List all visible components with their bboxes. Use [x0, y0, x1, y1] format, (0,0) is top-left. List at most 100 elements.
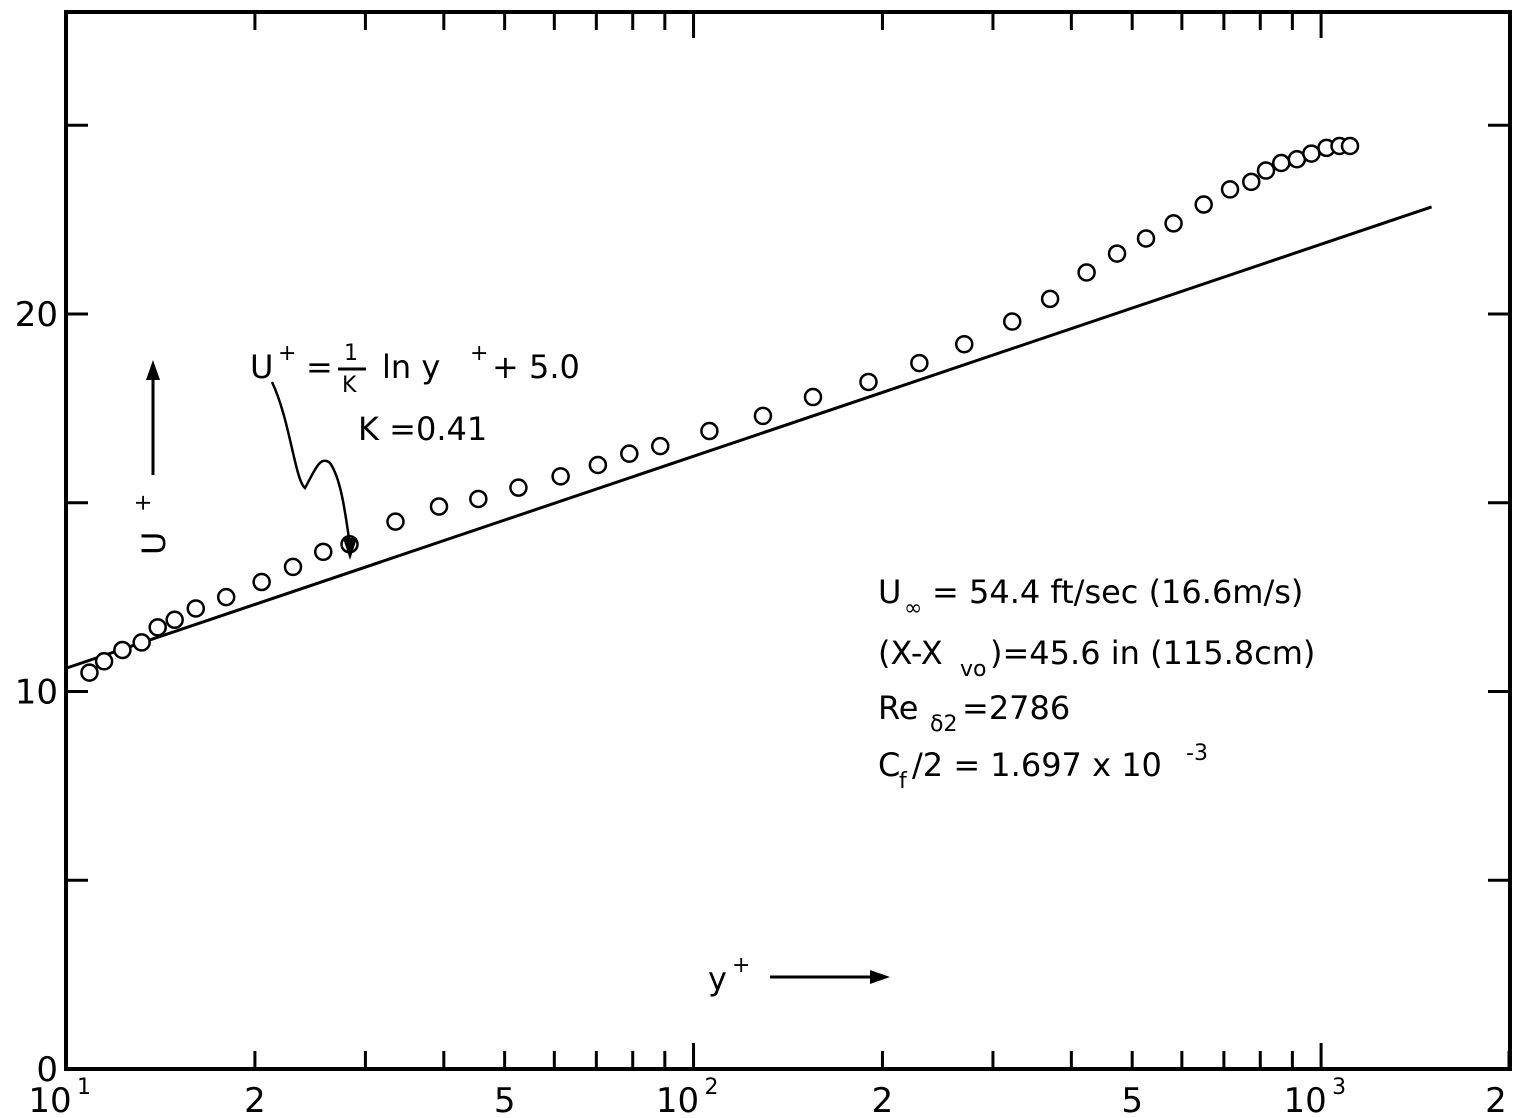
x-tick-label-base: 10 [656, 1081, 699, 1118]
svg-text:U: U [135, 532, 173, 555]
svg-text:+: + [131, 494, 156, 512]
data-point [386, 512, 405, 531]
data-point [132, 633, 151, 652]
data-point [1302, 144, 1321, 163]
svg-text:+: + [732, 953, 750, 978]
freestream-velocity: U ∞ = 54.4 ft/sec (16.6m/s) [878, 573, 1303, 621]
data-point [1256, 161, 1276, 180]
data-point [314, 542, 333, 562]
svg-text:y: y [708, 960, 727, 998]
svg-text:=: = [306, 348, 333, 386]
x-tick-label-exponent: 2 [705, 1075, 719, 1100]
data-point [252, 572, 271, 592]
svg-text:ln y: ln y [382, 348, 440, 386]
data-point [80, 663, 99, 682]
data-point [620, 444, 639, 463]
data-point [1002, 312, 1022, 331]
data-point [1340, 136, 1360, 156]
data-point [148, 618, 167, 637]
x-tick-label: 2 [1485, 1081, 1507, 1118]
data-points [80, 136, 1360, 682]
data-point [803, 387, 823, 407]
x-tick-label-text: 2 [872, 1081, 894, 1118]
svg-text:U: U [878, 573, 901, 611]
log-law-equation: U + = 1 K ln y + + 5.0 [250, 341, 580, 398]
data-point [186, 599, 206, 618]
data-point [1107, 244, 1127, 263]
x-tick-label: 2 [244, 1081, 266, 1118]
y-axis-tick-labels: 0 10 20 [15, 295, 58, 1090]
equation-leader-arrow [270, 381, 352, 546]
x-tick-label-base: 10 [1283, 1081, 1326, 1118]
data-point [283, 557, 303, 577]
data-point [1136, 229, 1156, 248]
data-point [650, 436, 670, 456]
data-point [1164, 214, 1183, 233]
data-point [165, 610, 184, 630]
reynolds-number: Re δ2 =2786 [878, 689, 1070, 737]
svg-text:)=45.6 in (115.8cm): )=45.6 in (115.8cm) [990, 634, 1315, 672]
data-point [429, 497, 449, 516]
x-axis-tick-labels: 10 1 2 5 10 2 2 5 10 3 2 [28, 1075, 1506, 1118]
kappa-value: K =0.41 [358, 410, 487, 448]
data-point [910, 353, 929, 373]
x-tick-label-exponent: 3 [1332, 1075, 1346, 1100]
skin-friction: C f /2 = 1.697 x 10 -3 [878, 741, 1208, 794]
data-point [588, 455, 608, 475]
data-point [1040, 289, 1060, 309]
y-tick-label: 0 [36, 1050, 58, 1090]
svg-text:-3: -3 [1186, 741, 1208, 766]
x-tick-label: 5 [1121, 1081, 1143, 1118]
log-law-line [65, 205, 1433, 670]
x-tick-label-text: 5 [1121, 1081, 1143, 1118]
svg-text:+: + [470, 341, 488, 366]
svg-text:1: 1 [344, 341, 358, 366]
x-tick-label: 10 2 [656, 1075, 719, 1118]
y-axis-label: U + [131, 360, 173, 555]
x-axis-ticks [64, 12, 1512, 1069]
x-tick-label: 10 3 [1283, 1075, 1346, 1118]
x-tick-label-exponent: 1 [77, 1075, 91, 1100]
y-tick-label: 20 [15, 295, 58, 335]
x-tick-label: 5 [494, 1081, 516, 1118]
data-point [1194, 195, 1213, 214]
svg-text:C: C [878, 746, 900, 784]
data-point [700, 421, 719, 441]
streamwise-position: (X-X vo )=45.6 in (115.8cm) [878, 634, 1315, 682]
x-tick-label-base: 10 [28, 1081, 71, 1118]
svg-text:=2786: =2786 [962, 689, 1070, 727]
svg-text:∞: ∞ [904, 596, 922, 621]
data-point [1242, 172, 1261, 192]
data-point [1220, 180, 1240, 199]
data-point [469, 489, 488, 509]
svg-text:Re: Re [878, 689, 918, 727]
svg-text:= 54.4 ft/sec (16.6m/s): = 54.4 ft/sec (16.6m/s) [932, 573, 1303, 611]
data-point [551, 467, 570, 486]
svg-text:U: U [250, 348, 273, 386]
plot-frame [64, 10, 1512, 1071]
x-tick-label-text: 2 [1485, 1081, 1507, 1118]
y-tick-label: 10 [15, 673, 58, 713]
data-point [216, 587, 236, 607]
svg-text:f: f [899, 769, 908, 794]
flow-conditions: U ∞ = 54.4 ft/sec (16.6m/s) (X-X vo )=45… [878, 573, 1315, 794]
svg-text:+ 5.0: + 5.0 [492, 348, 580, 386]
y-axis-ticks [66, 123, 1510, 882]
svg-text:vo: vo [960, 657, 986, 682]
data-point [1271, 153, 1291, 173]
x-tick-label: 10 1 [28, 1075, 91, 1118]
x-tick-label: 2 [872, 1081, 894, 1118]
x-axis-label: y + [708, 953, 890, 998]
svg-text:δ2: δ2 [930, 712, 957, 737]
data-point [954, 334, 974, 354]
svg-text:K: K [342, 373, 357, 398]
svg-text:(X-X: (X-X [878, 634, 943, 672]
x-tick-label-text: 2 [244, 1081, 266, 1118]
svg-text:/2 = 1.697 x 10: /2 = 1.697 x 10 [912, 746, 1162, 784]
svg-text:+: + [278, 341, 296, 366]
data-point [509, 478, 528, 497]
x-tick-label-text: 5 [494, 1081, 516, 1118]
data-point [753, 406, 773, 426]
data-point [1077, 263, 1096, 282]
